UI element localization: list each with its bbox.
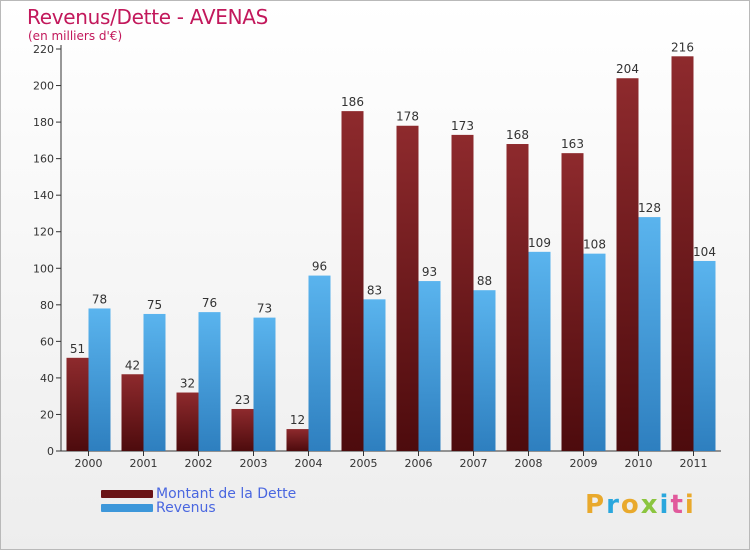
bar-dette <box>341 111 364 452</box>
logo-letter: r <box>606 490 621 520</box>
data-label: 78 <box>92 292 107 306</box>
y-tick-label: 220 <box>33 43 54 56</box>
data-label: 75 <box>147 298 162 312</box>
x-tick-label: 2003 <box>240 457 268 470</box>
x-tick-label: 2004 <box>295 457 323 470</box>
y-tick-label: 140 <box>33 189 54 202</box>
data-label: 76 <box>202 296 217 310</box>
data-label: 186 <box>341 95 364 109</box>
bar-revenus <box>363 299 386 451</box>
bar-dette <box>561 153 584 451</box>
data-label: 73 <box>257 302 272 316</box>
y-tick-label: 60 <box>40 335 54 348</box>
x-tick-label: 2008 <box>515 457 543 470</box>
y-tick-label: 0 <box>47 445 54 458</box>
data-label: 128 <box>638 201 661 215</box>
proxiti-logo: Proxiti <box>585 490 696 520</box>
data-label: 163 <box>561 137 584 151</box>
y-tick-label: 100 <box>33 262 54 275</box>
legend-swatch-revenus <box>101 504 153 512</box>
data-label: 104 <box>693 245 716 259</box>
bar-dette <box>66 357 89 451</box>
bar-revenus <box>693 260 716 451</box>
data-label: 23 <box>235 393 250 407</box>
x-tick-label: 2010 <box>625 457 653 470</box>
data-label: 12 <box>290 413 305 427</box>
y-tick-label: 120 <box>33 226 54 239</box>
bar-dette <box>176 392 199 451</box>
logo-letter: t <box>670 490 685 520</box>
legend-swatch-dette <box>101 490 153 498</box>
data-label: 88 <box>477 274 492 288</box>
logo-letter: x <box>640 490 660 520</box>
data-label: 93 <box>422 265 437 279</box>
x-tick-label: 2005 <box>350 457 378 470</box>
bar-revenus <box>528 251 551 451</box>
data-label: 32 <box>180 377 195 391</box>
legend-label-dette: Montant de la Dette <box>156 486 297 502</box>
bar-revenus <box>253 317 276 451</box>
x-tick-label: 2009 <box>570 457 598 470</box>
data-label: 173 <box>451 119 474 133</box>
bar-revenus <box>88 308 111 451</box>
logo-letter: o <box>620 490 641 520</box>
data-label: 83 <box>367 283 382 297</box>
logo-letter: i <box>684 490 696 520</box>
data-label: 51 <box>70 342 85 356</box>
x-tick-label: 2006 <box>405 457 433 470</box>
bar-dette <box>616 78 639 452</box>
data-label: 42 <box>125 358 140 372</box>
y-tick-label: 160 <box>33 153 54 166</box>
x-tick-label: 2011 <box>680 457 708 470</box>
x-tick-label: 2007 <box>460 457 488 470</box>
bar-dette <box>506 144 529 451</box>
logo-letter: P <box>585 490 607 520</box>
bar-revenus <box>418 281 441 451</box>
x-tick-label: 2002 <box>185 457 213 470</box>
data-label: 109 <box>528 236 551 250</box>
chart-title: Revenus/Dette - AVENAS <box>27 5 269 29</box>
bar-revenus <box>583 253 606 451</box>
y-tick-label: 80 <box>40 299 54 312</box>
bar-revenus <box>638 217 661 451</box>
data-label: 168 <box>506 128 529 142</box>
x-tick-label: 2000 <box>75 457 103 470</box>
data-label: 204 <box>616 62 639 76</box>
bar-dette <box>231 408 254 451</box>
legend-label-revenus: Revenus <box>156 500 216 516</box>
data-label: 108 <box>583 238 606 252</box>
y-tick-label: 40 <box>40 372 54 385</box>
x-tick-label: 2001 <box>130 457 158 470</box>
y-tick-label: 20 <box>40 408 54 421</box>
chart-subtitle: (en milliers d'€) <box>28 29 123 43</box>
data-label: 96 <box>312 260 327 274</box>
bar-revenus <box>473 290 496 451</box>
bar-dette <box>286 429 309 451</box>
bar-dette <box>121 374 144 451</box>
bar-revenus <box>143 313 166 451</box>
logo-letter: i <box>659 490 671 520</box>
bar-dette <box>671 56 694 452</box>
bar-dette <box>396 125 419 451</box>
y-tick-label: 180 <box>33 116 54 129</box>
data-label: 216 <box>671 40 694 54</box>
bar-revenus <box>198 312 221 451</box>
bar-dette <box>451 134 474 451</box>
y-tick-label: 200 <box>33 80 54 93</box>
bar-revenus <box>308 275 331 451</box>
data-label: 178 <box>396 110 419 124</box>
